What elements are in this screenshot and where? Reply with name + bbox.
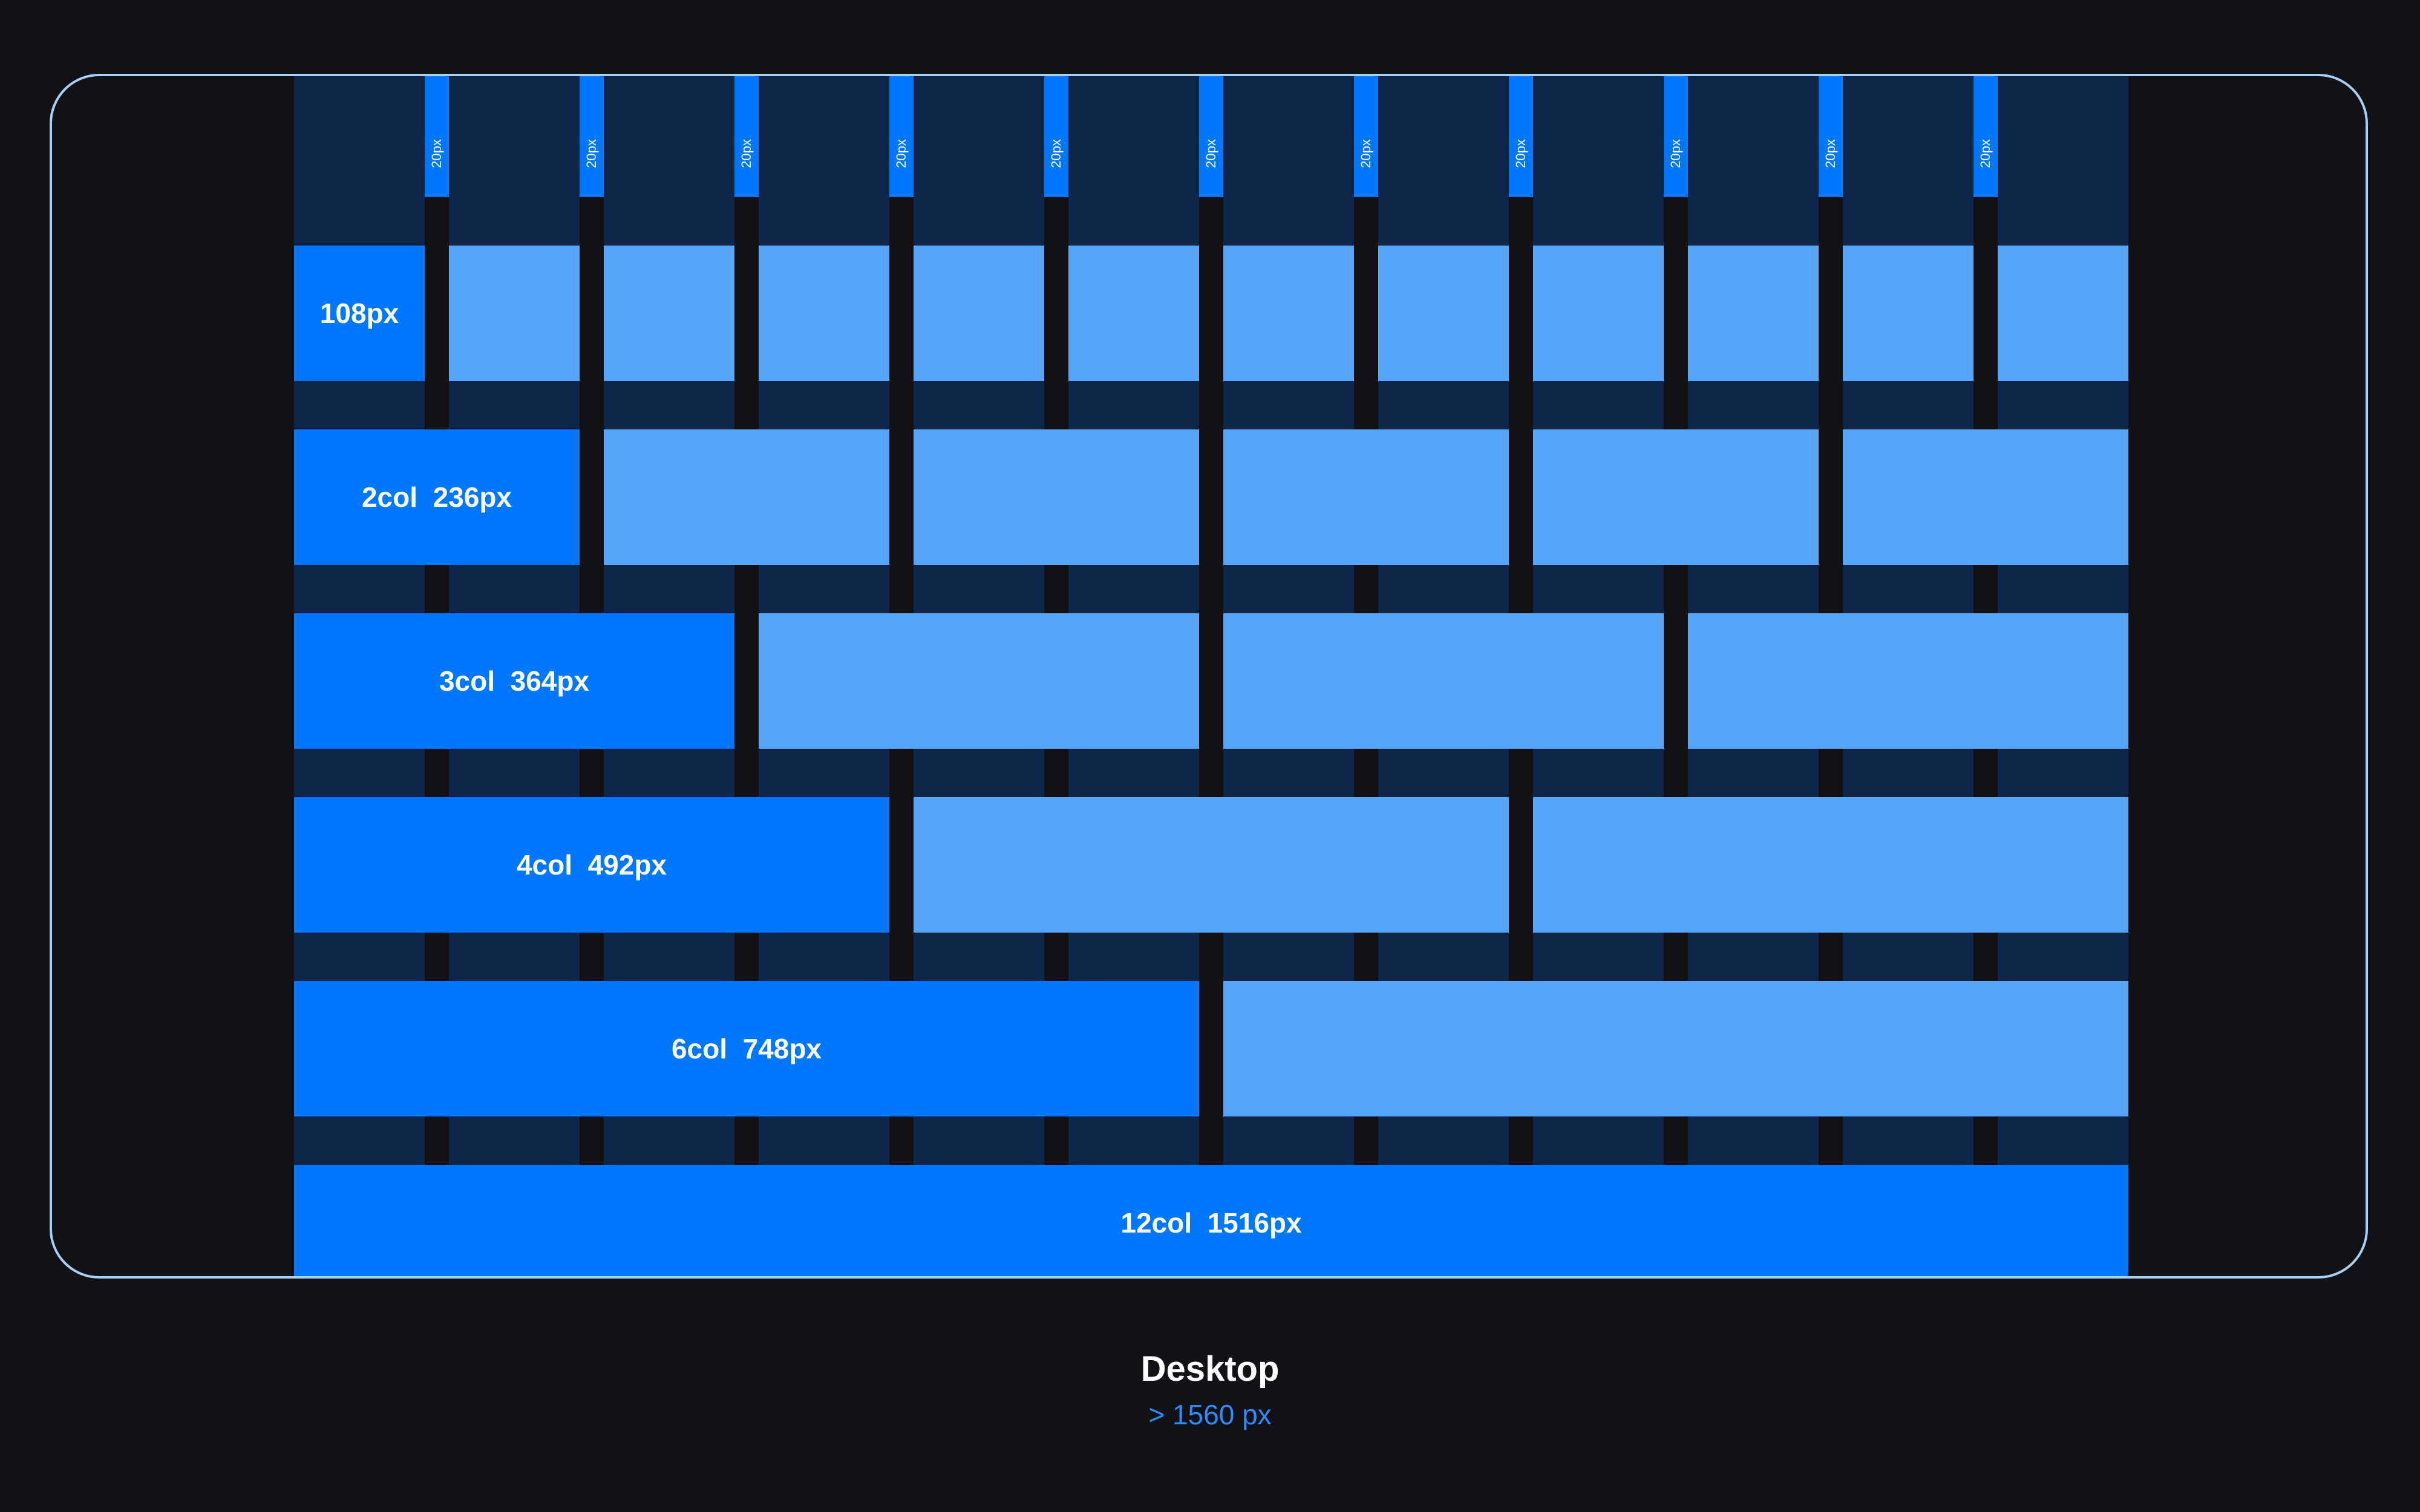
span-label: 4col 492px [516,849,667,881]
gutter-marker [580,76,604,197]
span-block [759,246,889,381]
span-label-block: 4col 492px [294,797,889,933]
gutter-marker [1354,76,1378,197]
span-block [1533,246,1664,381]
span-label: 108px [319,298,399,329]
span-label: 2col 236px [361,481,512,513]
span-block [914,797,1509,933]
span-block [604,246,734,381]
span-block [1223,981,2128,1116]
gutter-marker [889,76,914,197]
span-block [1843,246,1974,381]
span-block [759,613,1199,749]
span-block [1843,429,2128,565]
span-label-block: 2col 236px [294,429,580,565]
span-label: 12col 1516px [1120,1207,1302,1239]
span-block [604,429,889,565]
span-label-block: 6col 748px [294,981,1199,1116]
gutter-marker [1509,76,1533,197]
span-block [1223,246,1354,381]
span-label: 3col 364px [439,665,590,697]
span-block [1223,429,1509,565]
desktop-grid-frame: 20px 20px 20px 20px 20px 20px 20px 20px 20px 20px… [50,74,2368,1279]
span-block [1688,246,1819,381]
span-block [1068,246,1199,381]
span-block [1533,429,1819,565]
gutter-marker [734,76,759,197]
breakpoint-title: Desktop [1140,1349,1280,1389]
gutter-marker [425,76,449,197]
breakpoint-subtitle: > 1560 px [1148,1399,1272,1430]
grid-area: 20px 20px 20px 20px 20px 20px 20px 20px 20px 20px… [294,76,2128,1276]
span-block [1378,246,1509,381]
span-block [914,246,1044,381]
span-label-block: 108px [294,246,425,381]
span-block [449,246,580,381]
gutter-marker [1044,76,1068,197]
gutter-marker [1664,76,1688,197]
span-block [1533,797,2128,933]
span-block [914,429,1199,565]
span-block [1223,613,1664,749]
span-block [1998,246,2128,381]
span-block [1688,613,2128,749]
gutter-marker [1974,76,1998,197]
span-label-block: 3col 364px [294,613,734,749]
gutter-marker [1199,76,1223,197]
span-label: 6col 748px [671,1033,822,1064]
span-label-block: 12col 1516px [294,1165,2128,1276]
gutter-marker [1819,76,1843,197]
